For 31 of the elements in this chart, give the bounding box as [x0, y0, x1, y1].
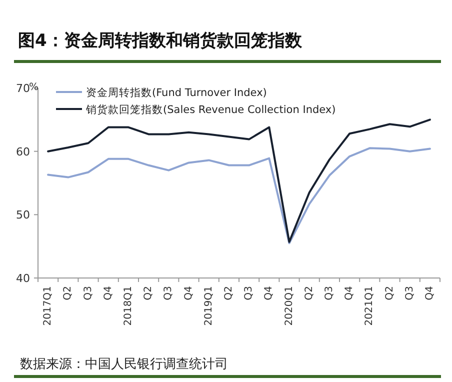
- source-note: 数据来源：中国人民银行调查统计司: [20, 357, 228, 372]
- x-tick-label: Q3: [324, 286, 335, 300]
- legend-label: 销货款回笼指数(Sales Revenue Collection Index): [85, 104, 336, 116]
- y-tick-label: 40: [16, 272, 30, 285]
- x-tick-label: 2017Q1: [42, 286, 54, 326]
- x-tick-label: 2021Q1: [364, 286, 376, 326]
- y-axis-title: %: [29, 82, 39, 93]
- line-series: [47, 118, 431, 243]
- x-tick-label: Q4: [102, 286, 114, 300]
- x-tick-label: 2019Q1: [203, 286, 214, 326]
- x-tick-label: Q4: [264, 286, 275, 300]
- y-tick-label: 50: [16, 208, 30, 222]
- x-tick-label: Q2: [143, 286, 154, 300]
- x-tick-label: Q4: [424, 286, 436, 300]
- x-tick-label: Q2: [384, 286, 396, 300]
- x-tick-label: 2018Q1: [122, 286, 134, 326]
- x-tick-label: Q2: [304, 286, 315, 300]
- x-tick-label: Q4: [183, 286, 194, 300]
- line-series: [47, 147, 431, 244]
- x-tick-label: Q3: [404, 286, 416, 300]
- chart-title: 图4：资金周转指数和销货款回笼指数: [18, 31, 303, 51]
- x-tick-label: 2020Q1: [284, 286, 295, 326]
- y-tick-label: 60: [16, 145, 30, 158]
- legend-label: 资金周转指数(Fund Turnover Index): [86, 87, 267, 99]
- x-tick-label: Q3: [244, 286, 255, 300]
- x-tick-label: Q3: [82, 286, 94, 300]
- x-tick-label: Q3: [163, 286, 174, 300]
- x-tick-label: Q2: [223, 286, 234, 300]
- y-tick-label: 70: [16, 82, 30, 95]
- x-tick-label: Q4: [344, 286, 356, 300]
- x-tick-label: Q2: [62, 286, 74, 300]
